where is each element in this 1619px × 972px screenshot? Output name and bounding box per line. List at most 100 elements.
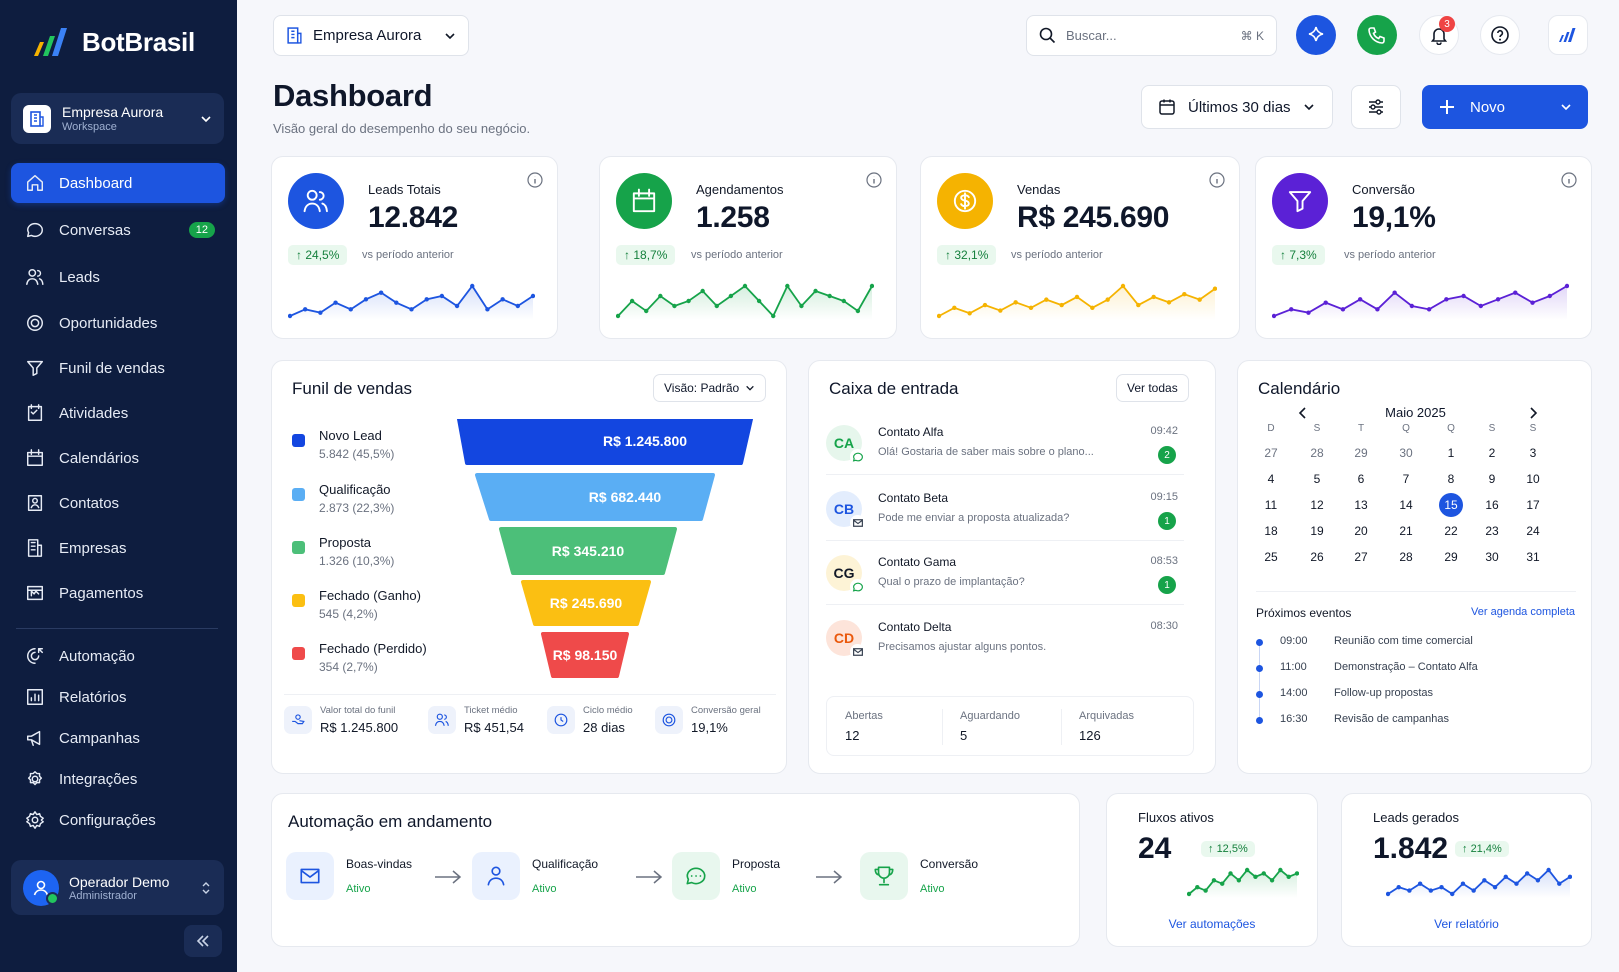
sparkline-point — [500, 297, 505, 302]
event-item[interactable]: 14:00 Follow-up propostas — [1256, 687, 1556, 703]
calendar-day[interactable]: 4 — [1267, 472, 1275, 486]
sidebar-item-contatos[interactable]: Contatos — [11, 483, 225, 523]
info-icon[interactable] — [1209, 172, 1225, 188]
calendar-day[interactable]: 29 — [1444, 550, 1458, 564]
calendar-day[interactable]: 8 — [1447, 472, 1455, 486]
company-selector[interactable]: Empresa Aurora — [273, 15, 469, 56]
search-input[interactable]: Buscar... ⌘ K — [1026, 15, 1277, 56]
kpi-card[interactable]: Conversão 19,1% ↑ 7,3% vs período anterior — [1255, 156, 1592, 339]
event-item[interactable]: 09:00 Reunião com time comercial — [1256, 635, 1556, 651]
help-button[interactable] — [1480, 15, 1520, 55]
calendar-day[interactable]: 10 — [1526, 472, 1540, 486]
sidebar-item-empresas[interactable]: Empresas — [11, 528, 225, 568]
calendar-day[interactable]: 28 — [1310, 446, 1324, 460]
calendar-day[interactable]: 19 — [1310, 524, 1324, 538]
sidebar-item-oportunidades[interactable]: Oportunidades — [11, 303, 225, 343]
funnel-segment[interactable] — [521, 580, 651, 626]
sidebar-item-funil-de-vendas[interactable]: Funil de vendas — [11, 348, 225, 388]
sidebar-item-integracoes[interactable]: Integrações — [11, 759, 225, 799]
calendar-day[interactable]: 3 — [1529, 446, 1537, 460]
calendar-day[interactable]: 12 — [1310, 498, 1324, 512]
message-row[interactable]: CD Contato Delta Precisamos ajustar alguns… — [826, 608, 1184, 670]
calendar-day[interactable]: 26 — [1310, 550, 1324, 564]
sparkline-point — [1203, 888, 1208, 893]
new-button[interactable]: Novo — [1422, 85, 1588, 129]
chevron-down-icon[interactable] — [1560, 101, 1572, 113]
funnel-segment[interactable] — [541, 632, 629, 678]
calendar-day[interactable]: 29 — [1354, 446, 1368, 460]
calendar-day[interactable]: 5 — [1313, 472, 1321, 486]
calendar-day[interactable]: 20 — [1354, 524, 1368, 538]
chevron-left-icon[interactable] — [1298, 407, 1308, 419]
sidebar-item-campanhas[interactable]: Campanhas — [11, 718, 225, 758]
calendar-day[interactable]: 31 — [1526, 550, 1540, 564]
automation-step[interactable]: Proposta Ativo — [672, 852, 780, 900]
automation-step[interactable]: Qualificação Ativo — [472, 852, 598, 900]
sidebar-item-calendarios[interactable]: Calendários — [11, 438, 225, 478]
calendar-day[interactable]: 24 — [1526, 524, 1540, 538]
calendar-day[interactable]: 30 — [1485, 550, 1499, 564]
brand-logo[interactable]: BotBrasil — [30, 24, 195, 60]
info-icon[interactable] — [1561, 172, 1577, 188]
full-agenda-link[interactable]: Ver agenda completa — [1471, 606, 1575, 618]
sidebar-item-dashboard[interactable]: Dashboard — [11, 163, 225, 203]
calendar-day[interactable]: 30 — [1399, 446, 1413, 460]
sidebar-item-leads[interactable]: Leads — [11, 257, 225, 297]
collapse-sidebar-button[interactable] — [184, 925, 222, 957]
funnel-view-selector[interactable]: Visão: Padrão — [653, 374, 767, 402]
funnel-segment[interactable] — [499, 527, 677, 575]
sidebar-item-conversas[interactable]: Conversas 12 — [11, 210, 225, 250]
kpi-card[interactable]: Vendas R$ 245.690 ↑ 32,1% vs período anteri… — [920, 156, 1240, 339]
calendar-day[interactable]: 6 — [1357, 472, 1365, 486]
calendar-day[interactable]: 22 — [1444, 524, 1458, 538]
workspace-switcher[interactable]: Empresa Aurora Workspace — [11, 93, 224, 144]
info-icon[interactable] — [866, 172, 882, 188]
calendar-day[interactable]: 17 — [1526, 498, 1540, 512]
funnel-stat-icon — [547, 706, 575, 734]
ai-assistant-button[interactable] — [1296, 15, 1336, 55]
calendar-day[interactable]: 16 — [1485, 498, 1499, 512]
event-item[interactable]: 16:30 Revisão de campanhas — [1256, 713, 1556, 729]
sidebar-item-automacao[interactable]: Automação — [11, 636, 225, 676]
calendar-day[interactable]: 25 — [1264, 550, 1278, 564]
funnel-segment[interactable] — [475, 473, 715, 521]
kpi-card[interactable]: Agendamentos 1.258 ↑ 18,7% vs período anter… — [599, 156, 897, 339]
calendar-day[interactable]: 2 — [1488, 446, 1496, 460]
calendar-day[interactable]: 14 — [1399, 498, 1413, 512]
call-button[interactable] — [1357, 15, 1397, 55]
calendar-day[interactable]: 7 — [1402, 472, 1410, 486]
funnel-segment[interactable] — [457, 419, 753, 465]
sidebar-item-pagamentos[interactable]: Pagamentos — [11, 573, 225, 613]
calendar-day[interactable]: 27 — [1264, 446, 1278, 460]
calendar-day[interactable]: 21 — [1399, 524, 1413, 538]
app-switcher-button[interactable] — [1548, 15, 1588, 55]
date-range-selector[interactable]: Últimos 30 dias — [1141, 85, 1333, 129]
notifications-button[interactable]: 3 — [1419, 15, 1459, 55]
sidebar-item-configuracoes[interactable]: Configurações — [11, 800, 225, 840]
automation-step[interactable]: Conversão Ativo — [860, 852, 978, 900]
user-menu[interactable]: Operador Demo Administrador — [11, 860, 224, 915]
calendar-day[interactable]: 23 — [1485, 524, 1499, 538]
calendar-day[interactable]: 1 — [1447, 446, 1455, 460]
calendar-day[interactable]: 11 — [1264, 498, 1278, 512]
calendar-day[interactable]: 28 — [1399, 550, 1413, 564]
calendar-day[interactable]: 27 — [1354, 550, 1368, 564]
see-all-button[interactable]: Ver todas — [1116, 374, 1189, 402]
sidebar-item-atividades[interactable]: Atividades — [11, 393, 225, 433]
filters-button[interactable] — [1351, 85, 1401, 129]
event-item[interactable]: 11:00 Demonstração – Contato Alfa — [1256, 661, 1556, 677]
chevron-right-icon[interactable] — [1528, 407, 1538, 419]
message-row[interactable]: CG Contato Gama Qual o prazo de implantaçã… — [826, 543, 1184, 605]
calendar-day-today[interactable]: 15 — [1433, 492, 1469, 518]
info-icon[interactable] — [527, 172, 543, 188]
calendar-day[interactable]: 18 — [1264, 524, 1278, 538]
message-row[interactable]: CB Contato Beta Pode me enviar a proposta … — [826, 479, 1184, 541]
automation-step[interactable]: Boas-vindas Ativo — [286, 852, 412, 900]
kpi-card[interactable]: Leads Totais 12.842 ↑ 24,5% vs período ante… — [271, 156, 558, 339]
calendar-day[interactable]: 9 — [1488, 472, 1496, 486]
sidebar-item-relatorios[interactable]: Relatórios — [11, 677, 225, 717]
calendar-day[interactable]: 13 — [1354, 498, 1368, 512]
view-report-link[interactable]: Ver relatório — [1434, 917, 1499, 931]
view-automations-link[interactable]: Ver automações — [1168, 917, 1256, 931]
message-row[interactable]: CA Contato Alfa Olá! Gostaria de saber mai… — [826, 413, 1184, 475]
